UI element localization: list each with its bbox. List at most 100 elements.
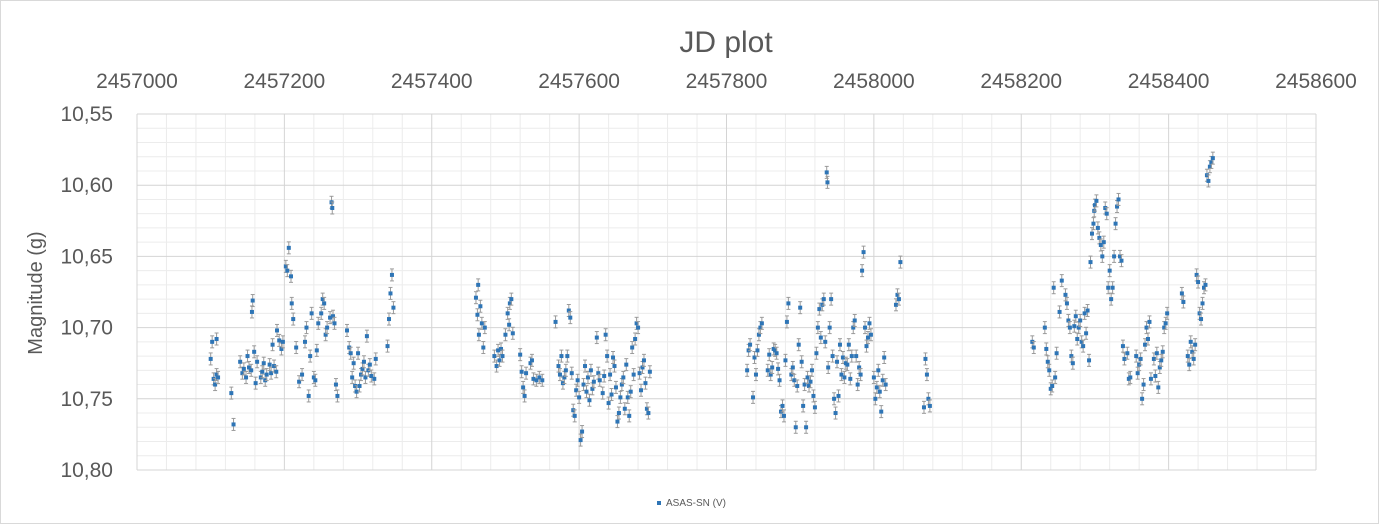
x-tick-label: 2457200	[243, 70, 325, 93]
data-point	[1091, 217, 1096, 231]
data-point	[1078, 313, 1083, 327]
data-point	[524, 366, 529, 380]
data-point	[473, 291, 478, 305]
data-point	[304, 321, 309, 335]
data-point	[580, 425, 585, 439]
data-point	[364, 329, 369, 343]
chart-title: JD plot	[679, 26, 773, 59]
y-tick-label: 10,75	[60, 388, 113, 411]
data-point	[306, 389, 311, 403]
data-point	[799, 355, 804, 369]
data-point	[255, 355, 260, 369]
data-point	[871, 370, 876, 384]
data-point	[534, 373, 539, 387]
data-point	[373, 352, 378, 366]
data-point	[1106, 281, 1111, 295]
data-point	[605, 349, 610, 363]
data-point	[208, 352, 213, 366]
x-tick-label: 2457800	[686, 70, 768, 93]
data-point	[354, 385, 359, 399]
data-point	[830, 349, 835, 363]
data-point	[238, 355, 243, 369]
data-point	[289, 296, 294, 310]
data-point	[481, 341, 486, 355]
data-point	[1064, 296, 1069, 310]
data-point	[309, 306, 314, 320]
x-axis-tick-labels: 2457000 2457200 2457400 2457600 2457800 24580…	[96, 70, 1357, 93]
data-point	[478, 299, 483, 313]
data-point	[815, 321, 820, 335]
data-point	[837, 338, 842, 352]
data-point	[865, 331, 870, 345]
data-point	[559, 349, 564, 363]
data-point	[1119, 254, 1124, 268]
y-tick-label: 10,80	[60, 459, 113, 482]
data-point	[863, 321, 868, 335]
data-point	[627, 409, 632, 423]
data-point	[848, 372, 853, 386]
data-point	[557, 368, 562, 382]
data-point	[1054, 346, 1059, 360]
data-point	[639, 383, 644, 397]
data-point	[1159, 353, 1164, 367]
data-point	[568, 311, 573, 325]
data-point	[814, 346, 819, 360]
data-point	[798, 301, 803, 315]
data-point	[849, 349, 854, 363]
data-point	[1113, 217, 1118, 231]
data-point	[630, 341, 635, 355]
data-point	[753, 368, 758, 382]
data-point	[1156, 380, 1161, 394]
data-point	[1128, 370, 1133, 384]
data-point	[563, 363, 568, 377]
data-point	[1199, 312, 1204, 326]
data-point	[351, 356, 356, 370]
data-point	[1047, 363, 1052, 377]
data-point	[609, 388, 614, 402]
data-point	[252, 345, 257, 359]
data-point	[829, 292, 834, 306]
data-point	[1138, 352, 1143, 366]
data-point	[898, 255, 903, 269]
x-tick-label: 2458400	[1128, 70, 1210, 93]
data-point	[1067, 321, 1072, 335]
data-point	[842, 370, 847, 384]
data-point	[391, 301, 396, 315]
data-point	[328, 311, 333, 325]
data-point	[1044, 342, 1049, 356]
data-point	[569, 366, 574, 380]
data-point	[314, 343, 319, 357]
data-point	[583, 359, 588, 373]
data-point	[1051, 281, 1056, 295]
data-point	[854, 349, 859, 363]
data-point	[1094, 194, 1099, 208]
data-point	[804, 420, 809, 434]
data-point	[846, 338, 851, 352]
data-point	[600, 386, 605, 400]
data-point	[577, 390, 582, 404]
data-point	[767, 348, 772, 362]
data-point	[531, 372, 536, 386]
data-point	[839, 368, 844, 382]
data-point	[1088, 255, 1093, 269]
data-point	[641, 353, 646, 367]
data-point	[285, 264, 290, 278]
data-point	[587, 393, 592, 407]
data-point	[1085, 304, 1090, 318]
data-point	[1116, 192, 1121, 206]
data-point	[1110, 281, 1115, 295]
data-point	[231, 417, 236, 431]
data-point	[795, 379, 800, 393]
data-point	[275, 323, 280, 337]
data-point	[229, 386, 234, 400]
data-point	[529, 353, 534, 367]
data-point	[621, 370, 626, 384]
x-tick-label: 2458000	[833, 70, 915, 93]
data-point	[280, 335, 285, 349]
data-point	[876, 363, 881, 377]
data-point	[588, 363, 593, 377]
y-tick-label: 10,55	[60, 103, 113, 126]
data-point	[1196, 275, 1201, 289]
data-point	[387, 312, 392, 326]
